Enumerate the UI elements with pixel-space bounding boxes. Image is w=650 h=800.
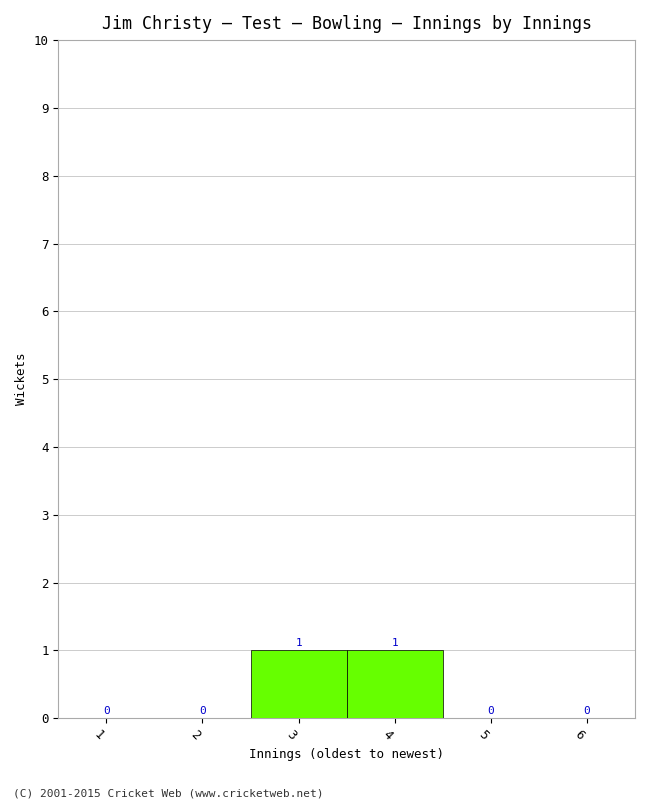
Text: (C) 2001-2015 Cricket Web (www.cricketweb.net): (C) 2001-2015 Cricket Web (www.cricketwe… xyxy=(13,788,324,798)
Text: 0: 0 xyxy=(199,706,206,715)
Y-axis label: Wickets: Wickets xyxy=(15,353,28,406)
Text: 0: 0 xyxy=(584,706,590,715)
X-axis label: Innings (oldest to newest): Innings (oldest to newest) xyxy=(249,748,444,761)
Title: Jim Christy – Test – Bowling – Innings by Innings: Jim Christy – Test – Bowling – Innings b… xyxy=(101,15,592,33)
Text: 1: 1 xyxy=(391,638,398,648)
Bar xyxy=(250,650,346,718)
Text: 0: 0 xyxy=(103,706,110,715)
Bar xyxy=(346,650,443,718)
Text: 1: 1 xyxy=(295,638,302,648)
Text: 0: 0 xyxy=(488,706,494,715)
